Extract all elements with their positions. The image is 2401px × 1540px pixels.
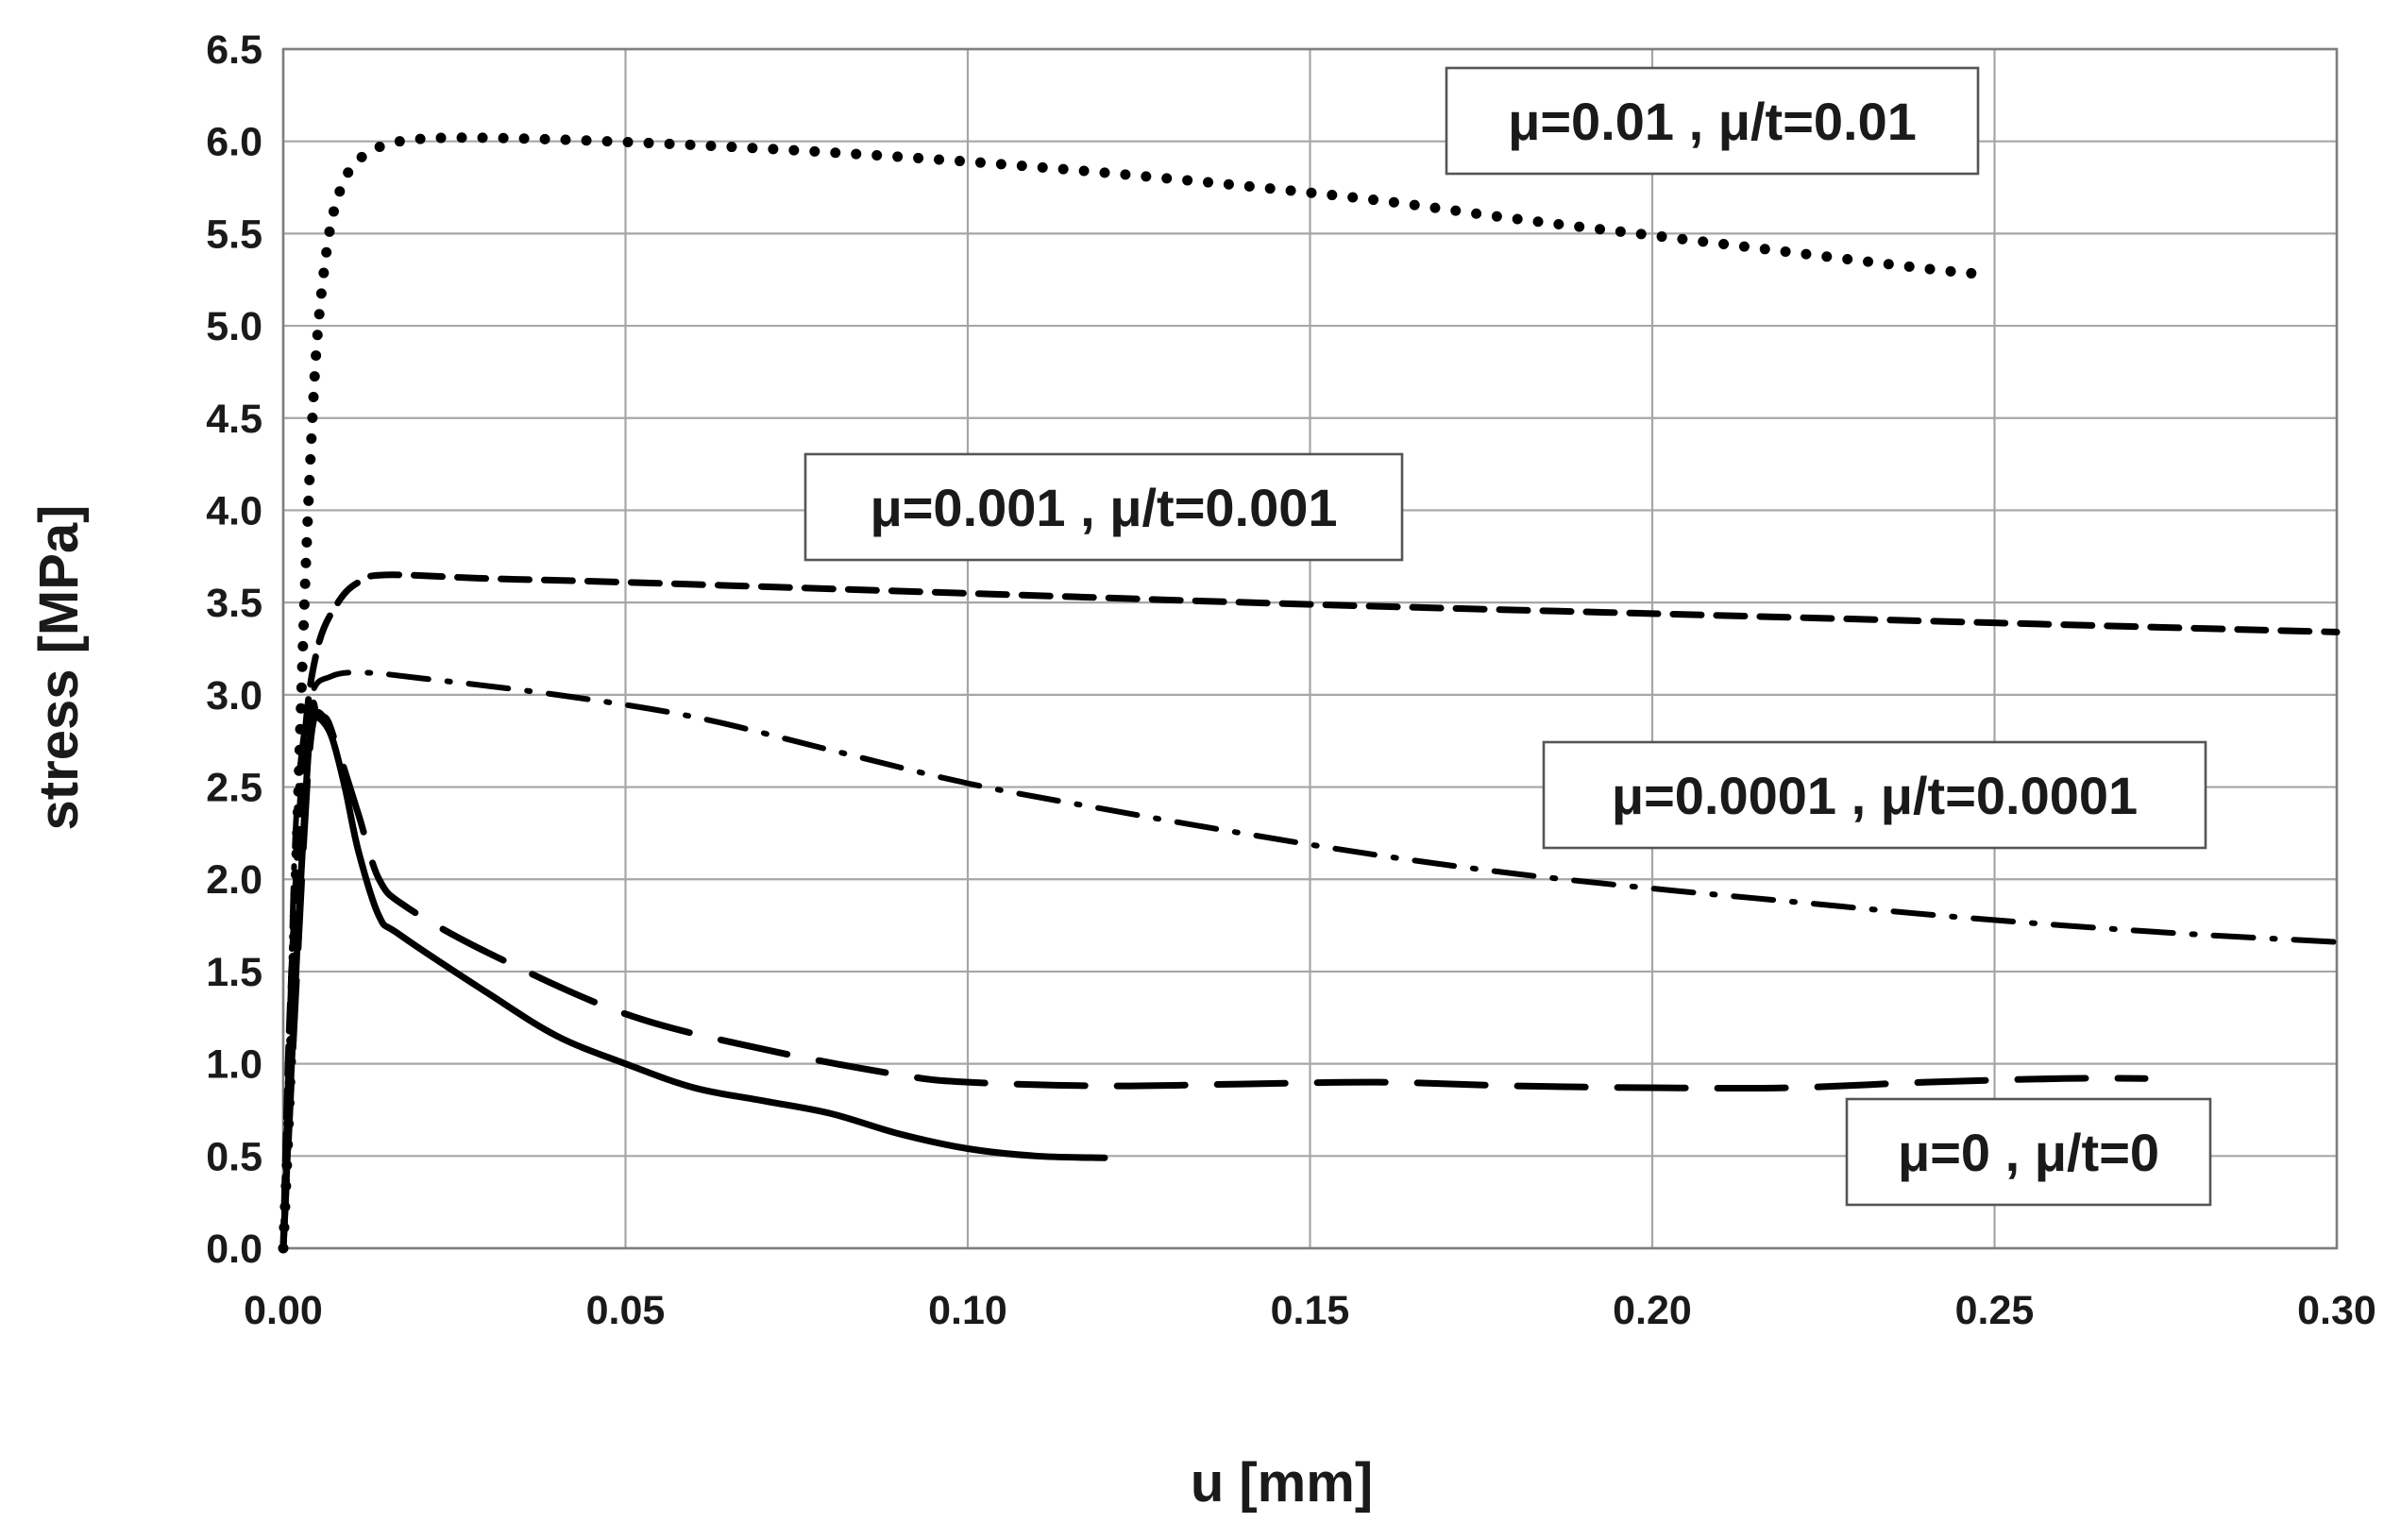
label-mu-0.01: μ=0.01 , μ/t=0.01 [1445, 66, 1980, 176]
label-mu-0.001: μ=0.001 , μ/t=0.001 [803, 452, 1404, 562]
x-tick-label: 0.10 [928, 1288, 1007, 1333]
label-text: μ=0.001 , μ/t=0.001 [870, 478, 1337, 537]
x-tick-label: 0.05 [586, 1288, 666, 1333]
y-tick-label: 2.0 [206, 857, 262, 903]
y-tick-label: 5.0 [206, 304, 262, 349]
y-tick-label: 4.5 [206, 397, 262, 442]
x-tick-label: 0.15 [1271, 1288, 1350, 1333]
y-axis-title: stress [MPa] [28, 505, 90, 831]
series-mu-0.0001 [280, 669, 2340, 1251]
x-tick-label: 0.20 [1613, 1288, 1692, 1333]
y-tick-label: 1.0 [206, 1042, 262, 1088]
label-mu-0.0001: μ=0.0001 , μ/t=0.0001 [1542, 740, 2207, 850]
series-mu-0-dashed [279, 708, 2149, 1252]
x-axis-ticks: 0.00 0.05 0.10 0.15 0.20 0.25 0.30 [244, 1288, 2376, 1333]
y-tick-label: 2.5 [206, 766, 262, 811]
label-text: μ=0 , μ/t=0 [1898, 1123, 2159, 1182]
grid [281, 47, 2339, 1250]
series-labels: μ=0.01 , μ/t=0.01 μ=0.001 , μ/t=0.001 μ=0.… [803, 66, 2212, 1207]
label-mu-0: μ=0 , μ/t=0 [1845, 1097, 2212, 1207]
y-tick-label: 0.5 [206, 1134, 262, 1179]
y-tick-label: 3.0 [206, 673, 262, 719]
y-tick-label: 3.5 [206, 581, 262, 626]
label-text: μ=0.0001 , μ/t=0.0001 [1612, 766, 2138, 825]
series-mu-0-solid [279, 700, 1108, 1252]
label-box [803, 452, 1404, 562]
x-tick-label: 0.30 [2297, 1288, 2376, 1333]
plot-frame [281, 47, 2339, 1250]
y-axis-ticks: 0.0 0.5 1.0 1.5 2.0 2.5 3.0 3.5 4.0 4.5 5.0 5.5 6.0 6… [206, 27, 262, 1272]
x-axis-title: u [mm] [1191, 1452, 1373, 1514]
y-tick-label: 6.0 [206, 120, 262, 165]
label-box [1845, 1097, 2212, 1207]
y-tick-label: 0.0 [206, 1227, 262, 1272]
series-layer [278, 132, 2341, 1254]
y-tick-label: 4.0 [206, 488, 262, 533]
x-tick-label: 0.00 [244, 1288, 323, 1333]
y-tick-label: 1.5 [206, 950, 262, 995]
x-tick-label: 0.25 [1955, 1288, 2035, 1333]
series-mu-0.01 [278, 132, 1987, 1254]
label-box [1542, 740, 2207, 850]
label-text: μ=0.01 , μ/t=0.01 [1508, 92, 1917, 151]
y-tick-label: 5.5 [206, 212, 262, 257]
label-box [1445, 66, 1980, 176]
y-tick-label: 6.5 [206, 27, 262, 73]
